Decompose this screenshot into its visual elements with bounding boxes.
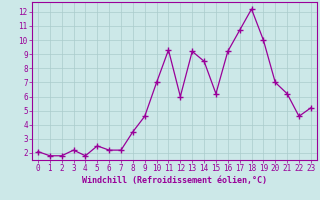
X-axis label: Windchill (Refroidissement éolien,°C): Windchill (Refroidissement éolien,°C): [82, 176, 267, 185]
